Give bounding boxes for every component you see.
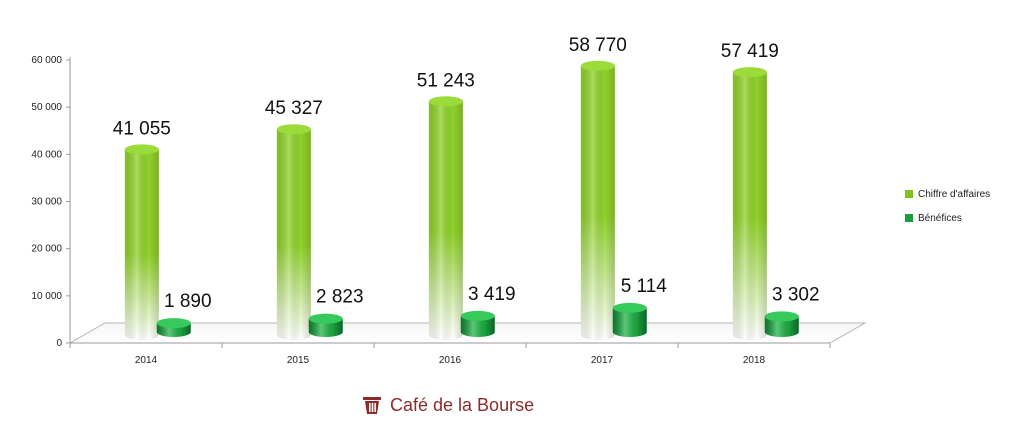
bar-profit [460,310,495,337]
bar-shade [428,101,463,340]
bar-profit [156,318,191,337]
y-tick-label: 20 000 [31,244,62,255]
data-label-revenue: 45 327 [265,98,323,119]
bar-shade [764,316,799,337]
bar-top [156,318,191,329]
bar-revenue [428,96,463,340]
data-label-profit: 2 823 [316,287,364,308]
cafe-logo-icon [363,397,381,414]
data-label-revenue: 58 770 [569,35,627,56]
y-tick-label: 10 000 [31,291,62,302]
x-tick-label: 2018 [743,355,766,366]
bar-top [460,310,495,321]
bar-revenue [580,60,615,340]
bar-top [580,60,615,71]
bar-shade [460,315,495,337]
bar-shade [276,129,311,340]
bar-top [764,311,799,322]
bar-shade [732,72,767,341]
axis-layer: 0 10 000 20 000 30 000 40 000 50 000 60 000 201… [31,55,831,366]
bar-shade [612,307,647,337]
legend: Chiffre d'affaires Bénéfices [905,182,990,230]
x-tick-label: 2016 [439,355,462,366]
data-label-profit: 3 419 [468,284,516,305]
data-label-revenue: 41 055 [113,118,171,139]
data-label-revenue: 57 419 [721,41,779,62]
bar-shade [308,318,343,337]
bar-profit [612,302,647,337]
y-tick-label: 40 000 [31,149,62,160]
bars-layer [124,60,799,341]
x-tick-label: 2017 [591,355,614,366]
bar-top [308,313,343,324]
y-tick-label: 60 000 [31,55,62,66]
brand-name: Café de la Bourse [390,394,535,415]
y-tick-label: 30 000 [31,197,62,208]
bar-top [124,144,159,155]
data-label-profit: 1 890 [164,291,212,312]
legend-item-revenue: Chiffre d'affaires [905,182,990,206]
x-tick-label: 2014 [135,355,158,366]
data-label-profit: 3 302 [772,284,820,305]
bar-top [612,302,647,313]
labels-layer: 41 055 1 890 45 327 2 823 51 243 3 419 58 770 5… [113,35,820,312]
x-tick-label: 2015 [287,355,310,366]
data-label-profit: 5 114 [621,276,668,297]
bar-top [276,124,311,135]
bar-revenue [276,124,311,340]
legend-label-revenue: Chiffre d'affaires [918,188,991,200]
data-label-revenue: 51 243 [417,70,475,91]
y-tick-label: 50 000 [31,102,62,113]
bar-profit [764,311,799,337]
brand-logo: Café de la Bourse [360,393,534,417]
bar-top [428,96,463,107]
legend-swatch-revenue [905,190,913,198]
bar-profit [308,313,343,337]
bar-shade [580,65,615,340]
bar-shade [124,149,159,340]
legend-swatch-profit [905,214,913,222]
legend-label-profit: Bénéfices [918,212,962,224]
legend-item-profit: Bénéfices [905,206,990,230]
y-tick-label: 0 [56,338,62,349]
bar-revenue [732,67,767,341]
bar-revenue [124,144,159,340]
bar-top [732,67,767,78]
